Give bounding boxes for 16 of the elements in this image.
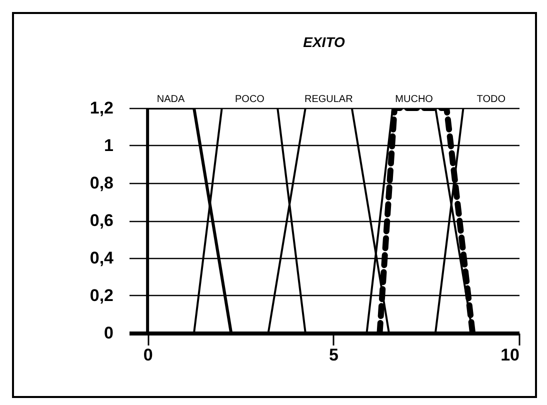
y-tick-label: 0,4 <box>90 248 114 268</box>
y-tick-label: 0,8 <box>90 174 114 192</box>
x-tick-label: 10 <box>500 346 520 364</box>
series-label: MUCHO <box>395 94 434 105</box>
x-tick-label: 5 <box>329 346 339 364</box>
x-tick-label: 0 <box>143 346 153 364</box>
y-tick-label: 0,2 <box>90 286 114 305</box>
y-tick-label: 1,2 <box>90 98 114 118</box>
chart-title: EXITO <box>303 34 345 50</box>
y-tick-label: 0,6 <box>90 211 114 230</box>
series-label: TODO <box>476 94 506 105</box>
series-label: POCO <box>234 94 265 105</box>
series-label: REGULAR <box>304 94 353 105</box>
series-label: NADA <box>156 94 185 105</box>
y-tick-label: 1 <box>104 136 114 155</box>
y-tick-label: 0 <box>104 324 114 342</box>
